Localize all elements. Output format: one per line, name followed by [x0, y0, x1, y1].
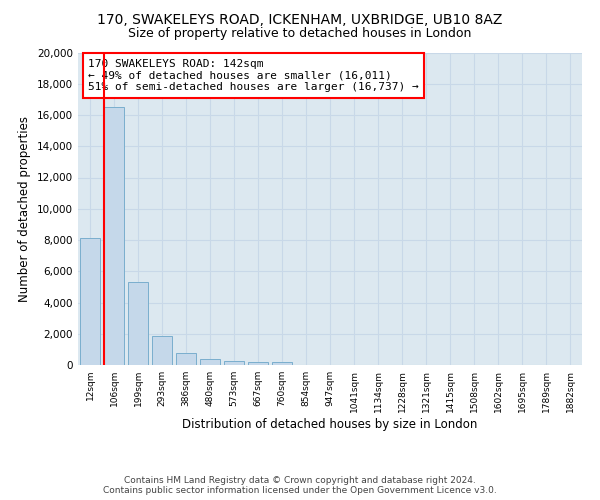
Bar	[176, 354, 196, 365]
Bar	[224, 360, 244, 365]
Bar	[104, 107, 124, 365]
Bar	[152, 336, 172, 365]
Y-axis label: Number of detached properties: Number of detached properties	[19, 116, 31, 302]
Bar	[248, 362, 268, 365]
Bar	[80, 238, 100, 365]
Bar	[272, 362, 292, 365]
X-axis label: Distribution of detached houses by size in London: Distribution of detached houses by size …	[182, 418, 478, 430]
Text: 170, SWAKELEYS ROAD, ICKENHAM, UXBRIDGE, UB10 8AZ: 170, SWAKELEYS ROAD, ICKENHAM, UXBRIDGE,…	[97, 12, 503, 26]
Text: Size of property relative to detached houses in London: Size of property relative to detached ho…	[128, 28, 472, 40]
Text: 170 SWAKELEYS ROAD: 142sqm
← 49% of detached houses are smaller (16,011)
51% of : 170 SWAKELEYS ROAD: 142sqm ← 49% of deta…	[88, 58, 419, 92]
Text: Contains HM Land Registry data © Crown copyright and database right 2024.
Contai: Contains HM Land Registry data © Crown c…	[103, 476, 497, 495]
Bar	[128, 282, 148, 365]
Bar	[200, 359, 220, 365]
